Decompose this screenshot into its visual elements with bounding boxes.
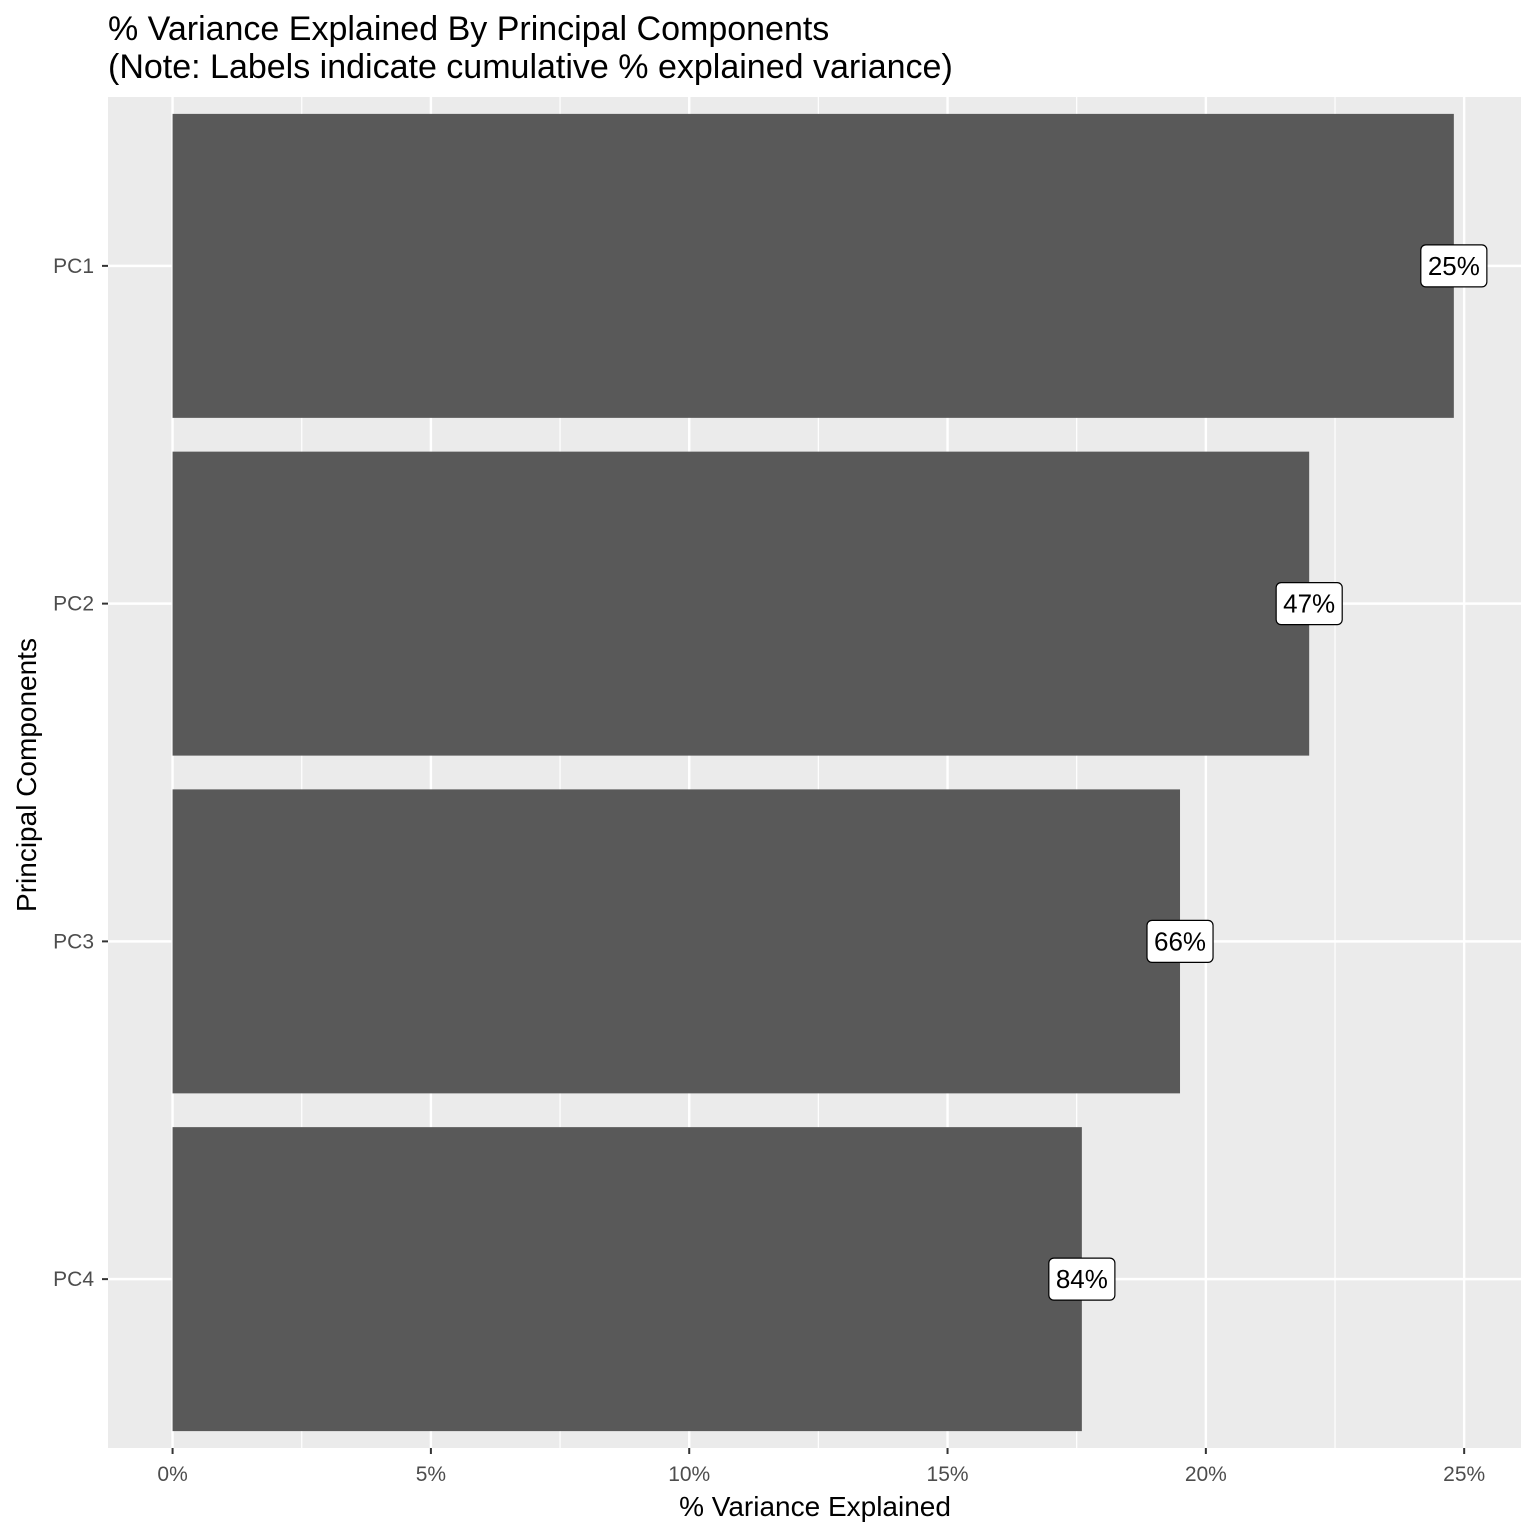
y-tick-label: PC1 bbox=[53, 255, 94, 278]
x-tick-label: 20% bbox=[1185, 1463, 1227, 1486]
y-tick-label: PC4 bbox=[53, 1268, 94, 1291]
bar-pc2 bbox=[172, 451, 1310, 756]
bar-pc1 bbox=[172, 113, 1454, 418]
x-axis: 0% 5% 10% 15% 20% 25% bbox=[157, 1448, 1485, 1486]
data-label: 25% bbox=[1420, 244, 1488, 288]
bar-pc4 bbox=[172, 1127, 1082, 1432]
bars-group bbox=[172, 113, 1454, 1432]
y-axis-title: Principal Components bbox=[11, 638, 42, 912]
x-tick-label: 0% bbox=[157, 1463, 187, 1486]
data-label: 66% bbox=[1146, 919, 1214, 963]
bar-pc3 bbox=[172, 789, 1181, 1094]
x-axis-title: % Variance Explained bbox=[679, 1491, 951, 1522]
data-label-text: 66% bbox=[1154, 926, 1206, 956]
data-label: 47% bbox=[1275, 582, 1343, 626]
data-label-box bbox=[1048, 1257, 1116, 1301]
x-tick-label: 15% bbox=[927, 1463, 969, 1486]
data-labels-group: 25% 47% 66% 84% bbox=[1048, 244, 1488, 1301]
chart-subtitle: (Note: Labels indicate cumulative % expl… bbox=[108, 48, 953, 86]
data-label-box bbox=[1420, 244, 1488, 288]
y-tick-label: PC3 bbox=[53, 930, 94, 953]
y-tick-label: PC2 bbox=[53, 593, 94, 616]
x-tick-label: 5% bbox=[416, 1463, 446, 1486]
data-label-text: 47% bbox=[1283, 589, 1335, 619]
x-tick-label: 25% bbox=[1443, 1463, 1485, 1486]
data-label-box bbox=[1146, 919, 1214, 963]
y-axis: PC1 PC2 PC3 PC4 bbox=[53, 255, 108, 1291]
data-label: 84% bbox=[1048, 1257, 1116, 1301]
data-label-text: 84% bbox=[1056, 1264, 1108, 1294]
x-tick-label: 10% bbox=[668, 1463, 710, 1486]
chart-title: % Variance Explained By Principal Compon… bbox=[108, 10, 829, 48]
data-label-box bbox=[1275, 582, 1343, 626]
data-label-text: 25% bbox=[1428, 251, 1480, 281]
